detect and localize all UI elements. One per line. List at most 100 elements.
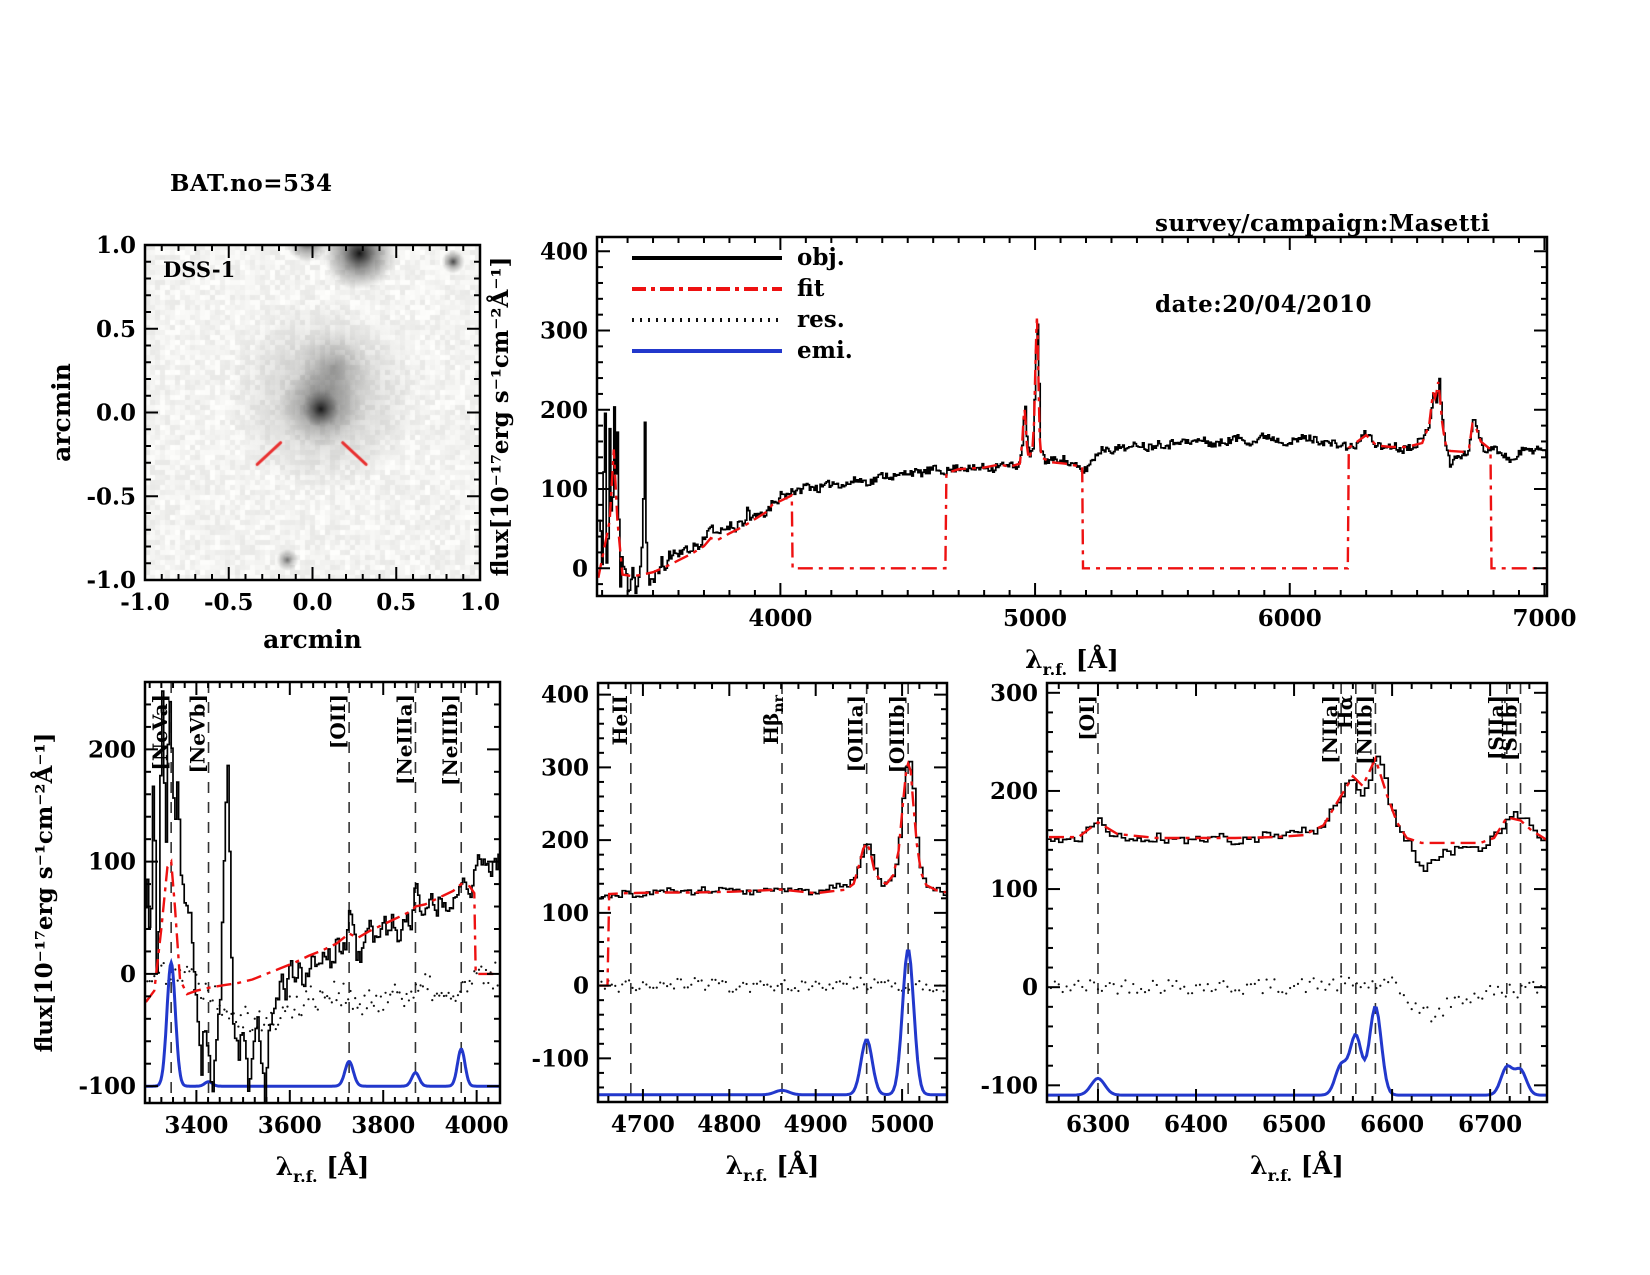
residual-dot (389, 993, 392, 996)
residual-dot (335, 999, 338, 1002)
y-tick-label: 400 (541, 682, 589, 709)
x-tick-label: 4700 (611, 1111, 675, 1138)
x-axis-title: λr.f. [Å] (1250, 1151, 1344, 1185)
residual-dot (1273, 978, 1276, 981)
residual-dot (375, 994, 378, 997)
y-tick-label: 0.5 (96, 316, 136, 343)
residual-dot (1194, 984, 1198, 987)
residual-dot (1300, 978, 1304, 981)
residual-dot (859, 976, 862, 979)
residual-dot (648, 986, 651, 989)
emission-line-label: Hβnr (759, 694, 787, 744)
emission-line-label: [SIIb] (1498, 695, 1522, 761)
residual-dot (1159, 991, 1162, 995)
y-tick-label: -0.5 (86, 483, 136, 510)
residual-dot (494, 961, 497, 964)
residual-dot (463, 980, 467, 984)
x-tick-label: 4800 (697, 1111, 761, 1138)
residual-dot (1265, 978, 1268, 981)
residual-dot (344, 1001, 347, 1005)
residual-dot (1218, 981, 1221, 985)
residual-dot (274, 1028, 277, 1031)
residual-dot (213, 985, 217, 988)
x-tick-label: 7000 (1512, 605, 1576, 632)
residual-dot (370, 1001, 373, 1004)
residual-dot (475, 972, 478, 975)
residual-dot (316, 1008, 319, 1011)
emission-line-label: Hα (1333, 695, 1357, 729)
residual-dot (666, 985, 669, 988)
residual-dot (1324, 988, 1327, 991)
emission-line-label: [SIIa] (1484, 695, 1508, 760)
residual-dot (1453, 996, 1456, 999)
residual-dot (277, 1023, 280, 1026)
x-tick-label: 5000 (870, 1111, 934, 1138)
residual-dot (473, 970, 476, 973)
residual-dot (631, 986, 634, 989)
residual-dot (162, 961, 165, 965)
residual-dot (662, 982, 665, 985)
residual-dot (211, 999, 214, 1002)
residual-dot (610, 983, 613, 986)
residual-dot (363, 994, 366, 997)
residual-dot (766, 983, 769, 986)
residual-dot (220, 1013, 224, 1016)
residual-dot (1171, 984, 1174, 988)
emission-line-label: [NeVb] (186, 694, 210, 773)
emi-series (598, 949, 947, 1097)
residual-dot (1449, 1005, 1453, 1009)
y-tick-label: 400 (540, 238, 588, 265)
residual-dot (365, 1007, 368, 1010)
residual-dot (1426, 1006, 1429, 1009)
panel-zoom-blue: 3400 3600 3800 4000 -100 0 100 200 [NeVa] [NeVb] [… (78, 680, 509, 1186)
obj-series (597, 323, 1547, 595)
legend-label: fit (797, 275, 825, 302)
residual-dot (438, 994, 441, 997)
residual-dot (246, 1011, 249, 1015)
y-tick-label: 100 (541, 900, 589, 927)
obj-series (145, 690, 500, 1103)
residual-dot (862, 983, 866, 986)
residual-dot (614, 984, 617, 987)
residual-dot (298, 1013, 301, 1016)
plot-area (597, 318, 1547, 595)
axes-frame (143, 243, 482, 582)
residual-dot (1375, 987, 1378, 990)
residual-dot (248, 1030, 252, 1033)
residual-dot (1402, 994, 1405, 997)
residual-dot (1128, 991, 1131, 994)
residual-dot (1206, 983, 1209, 986)
residual-dot (286, 1005, 289, 1008)
residual-dot (1406, 1001, 1409, 1004)
residual-dot (487, 981, 490, 985)
residual-dot (239, 1014, 242, 1017)
emission-line-label: [NeVa] (148, 694, 172, 771)
residual-dot (412, 996, 415, 999)
residual-dot (1469, 1001, 1472, 1004)
residual-dot (1053, 980, 1056, 983)
residual-dot (300, 1014, 303, 1017)
residual-dot (160, 964, 163, 967)
residual-dot (414, 983, 418, 986)
observation-date: date:20/04/2010 (1155, 291, 1373, 318)
residual-dot (1116, 992, 1119, 995)
residual-dot (1190, 992, 1194, 995)
residual-dot (468, 979, 471, 983)
residual-dot (431, 999, 434, 1002)
residual-dot (624, 980, 627, 983)
y-axis-title: flux[10⁻¹⁷erg s⁻¹cm⁻²Å⁻¹] (487, 257, 514, 577)
fit-series (597, 318, 1546, 579)
residual-dot (1343, 982, 1347, 985)
residual-dot (1092, 981, 1096, 984)
residual-dot (1226, 985, 1229, 988)
residual-dot (234, 1020, 238, 1024)
residual-dot (797, 989, 800, 993)
residual-dot (1081, 985, 1084, 989)
residual-dot (883, 981, 886, 984)
residual-dot (466, 990, 469, 993)
residual-dot (700, 979, 703, 982)
residual-dot (347, 998, 350, 1001)
y-tick-label: 0 (120, 961, 136, 988)
residual-dot (265, 1016, 268, 1020)
obj-series (1047, 755, 1546, 872)
